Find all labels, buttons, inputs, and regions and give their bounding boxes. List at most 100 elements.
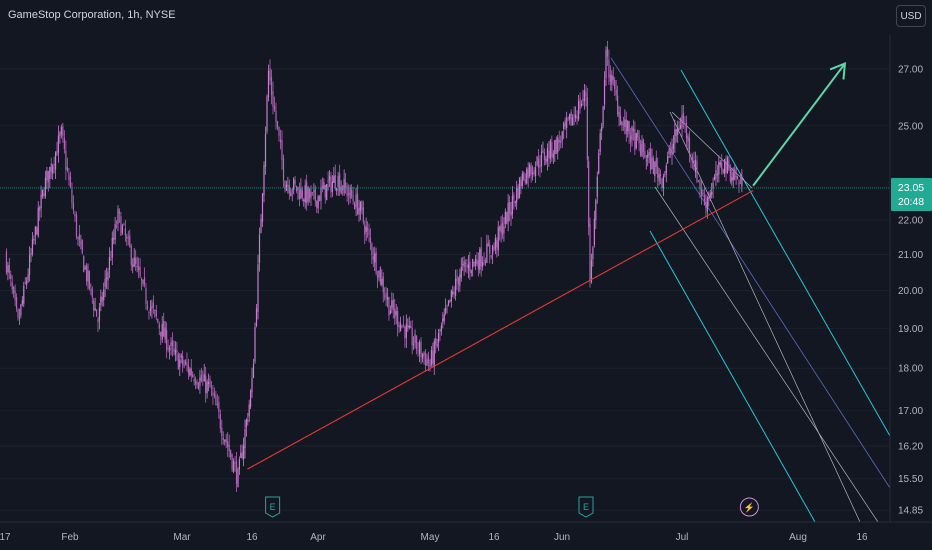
candle-body — [388, 296, 390, 316]
event-markers[interactable]: E E ⚡ — [265, 496, 759, 518]
candle-body — [308, 189, 311, 199]
channel-mid-line[interactable] — [610, 57, 891, 489]
candle-body — [627, 120, 629, 132]
candle-body — [463, 261, 465, 267]
candle-body — [724, 158, 726, 174]
candle-body — [437, 332, 440, 343]
trend-drawings[interactable] — [247, 62, 847, 470]
candle-body — [603, 79, 606, 105]
candle-body — [74, 213, 76, 217]
dividend-marker[interactable]: ⚡ — [739, 497, 759, 517]
candle-body — [381, 278, 383, 285]
candle-body — [15, 297, 18, 309]
candle-body — [40, 194, 42, 209]
earnings-badge[interactable] — [578, 496, 594, 518]
candle-body — [722, 170, 724, 173]
time-tick: 16 — [488, 532, 500, 543]
support-trend-line[interactable] — [247, 190, 754, 470]
candle-body — [436, 343, 438, 347]
candle-body — [592, 247, 594, 260]
candle-body — [179, 359, 181, 368]
candle-body — [699, 180, 701, 190]
dividend-badge[interactable] — [739, 497, 759, 517]
candle-body — [564, 120, 566, 127]
candle-body — [625, 119, 627, 134]
candle-body — [47, 170, 49, 183]
candle-body — [105, 277, 108, 279]
candle-body — [402, 324, 405, 326]
candle-body — [486, 243, 488, 263]
candle-body — [145, 288, 147, 305]
candle-body — [667, 156, 669, 164]
candle-body — [397, 310, 399, 327]
candle-body — [460, 266, 462, 278]
candle-body — [457, 277, 460, 285]
candle-body — [738, 180, 740, 187]
candle-body — [78, 234, 81, 240]
candle-body — [605, 50, 607, 79]
candle-body — [618, 112, 620, 118]
time-axis[interactable]: 17 Feb Mar 16 Apr May 16 Jun Jul Aug 16 — [0, 532, 868, 543]
candle-body — [362, 207, 364, 223]
candle-body — [476, 259, 478, 264]
channel-lower-line[interactable] — [649, 230, 816, 523]
price-tick: 22.00 — [898, 216, 923, 227]
candle-body — [17, 309, 19, 318]
currency-button[interactable]: USD — [896, 5, 926, 27]
channel-upper-line[interactable] — [680, 69, 891, 437]
earnings-badge[interactable] — [265, 496, 281, 518]
candle-body — [391, 300, 393, 308]
candle-body — [510, 211, 512, 216]
candle-body — [679, 125, 682, 129]
candle-body — [645, 159, 647, 161]
candle-body — [585, 92, 587, 97]
candle-body — [219, 414, 221, 429]
target-arrow-head[interactable] — [829, 62, 847, 80]
candle-body — [103, 289, 105, 300]
candle-body — [659, 174, 662, 177]
candle-body — [343, 178, 345, 194]
candle-body — [351, 190, 353, 197]
candle-body — [384, 295, 386, 297]
candle-body — [87, 270, 89, 282]
candle-body — [50, 163, 52, 172]
candle-body — [282, 158, 285, 181]
candle-body — [713, 176, 716, 180]
candle-body — [496, 240, 498, 248]
candle-body — [163, 320, 165, 337]
candle-body — [557, 137, 559, 153]
candle-body — [195, 380, 197, 385]
candle-body — [298, 190, 301, 200]
earnings-marker[interactable]: E — [265, 496, 281, 518]
price-tick: 25.00 — [898, 121, 923, 132]
candle-body — [637, 130, 639, 138]
price-axis[interactable]: 27.0025.0023.0022.0021.0020.0019.0018.00… — [898, 65, 923, 517]
target-arrow[interactable] — [752, 62, 846, 187]
candle-body — [232, 461, 235, 472]
candle-body — [148, 311, 150, 314]
candle-body — [364, 225, 366, 235]
candle-body — [41, 189, 44, 197]
candle-body — [712, 182, 714, 189]
candle-body — [255, 308, 258, 327]
candle-body — [681, 115, 683, 128]
candle-body — [252, 364, 255, 379]
candle-body — [238, 459, 240, 470]
candle-body — [567, 117, 569, 119]
candle-body — [672, 143, 675, 149]
candle-body — [647, 154, 649, 158]
candle-body — [580, 103, 583, 106]
earnings-marker[interactable]: E — [578, 496, 594, 518]
candle-body — [389, 310, 391, 315]
channel-inner-line[interactable] — [654, 186, 879, 523]
candle-body — [385, 293, 387, 299]
candle-body — [379, 267, 381, 284]
candle-body — [404, 326, 406, 339]
candle-body — [514, 201, 516, 203]
candle-body — [327, 180, 329, 183]
candle-body — [53, 163, 55, 166]
candle-body — [66, 167, 68, 171]
candle-body — [230, 450, 232, 458]
candle-body — [213, 393, 216, 397]
